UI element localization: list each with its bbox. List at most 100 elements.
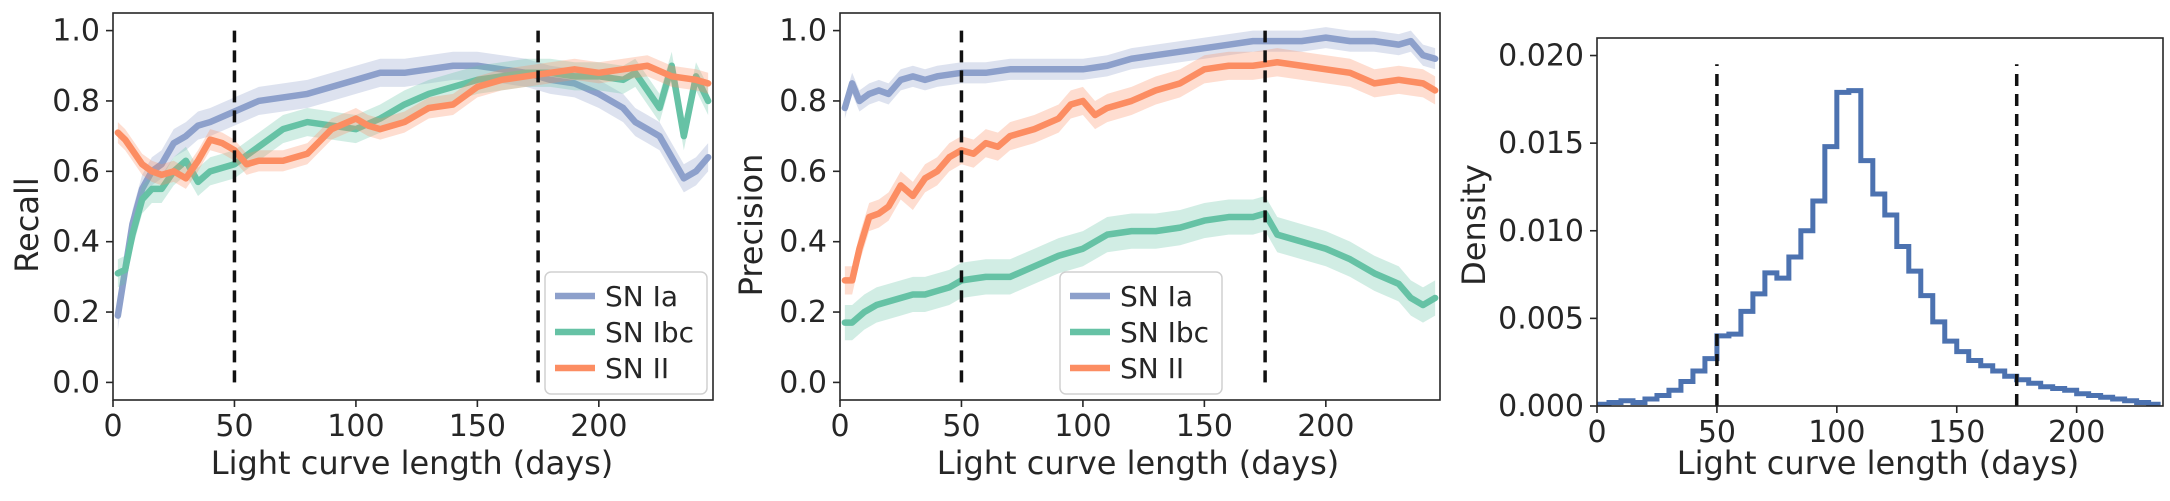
series-line-sn-ii [841, 59, 1439, 284]
series-line-sn-ibc [841, 210, 1439, 326]
y-tick-label: 1.0 [52, 14, 100, 49]
x-tick-label: 150 [1176, 409, 1233, 444]
y-tick-label: 0.020 [1498, 39, 1584, 74]
histogram-bin [1873, 194, 1885, 406]
histogram-bin [2053, 388, 2065, 406]
x-tick-label: 200 [1297, 409, 1354, 444]
histogram-bin [1909, 271, 1921, 406]
y-tick-label: 0.4 [779, 225, 827, 260]
histogram-bin [2005, 376, 2017, 406]
y-tick-label: 0.015 [1498, 126, 1584, 161]
recall-xlabel: Light curve length (days) [211, 444, 614, 482]
series-line-sn-ia [841, 34, 1439, 112]
x-tick-label: 0 [1587, 415, 1606, 450]
x-tick-label: 50 [215, 409, 253, 444]
x-tick-label: 200 [570, 409, 627, 444]
histogram-steps [1597, 88, 2161, 406]
recall-ylabel: Recall [8, 177, 46, 272]
histogram-bin [1753, 294, 1765, 406]
legend-label: SN Ia [1120, 280, 1193, 313]
histogram-bin [1957, 352, 1969, 406]
series-band-sn-ibc [844, 195, 1436, 341]
precision-ylabel: Precision [732, 154, 770, 297]
series-band-sn-ii [117, 55, 709, 189]
axes-frame [839, 12, 1441, 401]
y-tick-label: 0.8 [779, 84, 827, 119]
y-tick-label: 0.010 [1498, 214, 1584, 249]
histogram-bin [2029, 383, 2041, 406]
axes-frame [112, 12, 714, 401]
series-line-sn-ibc [114, 62, 712, 277]
y-tick-label: 1.0 [779, 14, 827, 49]
series-line-sn-ii [114, 62, 712, 182]
histogram-bin [1945, 341, 1957, 406]
legend-label: SN Ia [605, 280, 678, 313]
y-tick-label: 0.2 [52, 295, 100, 330]
histogram-bin [1837, 92, 1849, 406]
legend-label: SN Ibc [605, 316, 694, 349]
x-tick-label: 100 [1054, 409, 1111, 444]
histogram-bin [1849, 91, 1861, 406]
histogram-bin [1993, 371, 2005, 406]
x-tick-label: 150 [449, 409, 506, 444]
histogram-bin [1801, 231, 1813, 406]
histogram-bin [1681, 381, 1693, 406]
y-tick-label: 0.000 [1498, 389, 1584, 424]
legend-label: SN Ibc [1120, 316, 1209, 349]
histogram-bin [1765, 273, 1777, 406]
histogram-bin [1705, 359, 1717, 406]
plot-area [1597, 64, 2161, 406]
histogram-bin [2101, 397, 2113, 406]
plot-area [841, 27, 1439, 383]
histogram-bin [2017, 380, 2029, 406]
density-panel: Density Light curve length (days) 0 50 100… [1455, 37, 2164, 482]
x-tick-label: 0 [830, 409, 849, 444]
histogram-bin [1897, 247, 1909, 406]
histogram-bin [1729, 334, 1741, 406]
histogram-bin [1741, 311, 1753, 406]
legend-label: SN II [605, 352, 669, 385]
histogram-bin [2113, 399, 2125, 406]
precision-xlabel: Light curve length (days) [937, 444, 1340, 482]
x-tick-label: 150 [1928, 415, 1985, 450]
y-tick-label: 0.2 [779, 295, 827, 330]
histogram-bin [1645, 399, 1657, 406]
histogram-bin [2041, 387, 2053, 406]
histogram-bin [1669, 390, 1681, 406]
y-tick-label: 0.8 [52, 84, 100, 119]
y-tick-label: 0.4 [52, 225, 100, 260]
y-tick-label: 0.6 [52, 154, 100, 189]
histogram-bin [1657, 395, 1669, 406]
y-tick-label: 0.005 [1498, 301, 1584, 336]
density-xlabel: Light curve length (days) [1677, 444, 2080, 482]
histogram-bin [1693, 371, 1705, 406]
x-tick-label: 100 [1808, 415, 1865, 450]
histogram-bin [2077, 394, 2089, 406]
histogram-bin [1981, 366, 1993, 406]
x-tick-label: 50 [942, 409, 980, 444]
histogram-bin [1933, 322, 1945, 406]
x-tick-label: 0 [103, 409, 122, 444]
histogram-bin [1969, 360, 1981, 406]
y-tick-label: 0.0 [779, 365, 827, 400]
histogram-bin [1921, 296, 1933, 406]
legend-label: SN II [1120, 352, 1184, 385]
series-band-sn-ia [844, 27, 1436, 119]
histogram-bin [1885, 215, 1897, 406]
density-ylabel: Density [1455, 164, 1493, 286]
histogram-bin [1825, 147, 1837, 406]
precision-panel: Precision Light curve length (days) 0 50 1… [732, 12, 1441, 482]
histogram-bin [1789, 257, 1801, 406]
histogram-bin [2089, 395, 2101, 406]
plot-area [114, 30, 712, 383]
histogram-bin [1813, 201, 1825, 406]
x-tick-label: 100 [327, 409, 384, 444]
recall-panel: Recall Light curve length (days) 0 50 100 1… [8, 12, 714, 482]
series-band-sn-ibc [117, 51, 709, 288]
x-tick-label: 50 [1698, 415, 1736, 450]
histogram-bin [1861, 161, 1873, 406]
x-tick-label: 200 [2048, 415, 2105, 450]
histogram-bin [1777, 278, 1789, 406]
